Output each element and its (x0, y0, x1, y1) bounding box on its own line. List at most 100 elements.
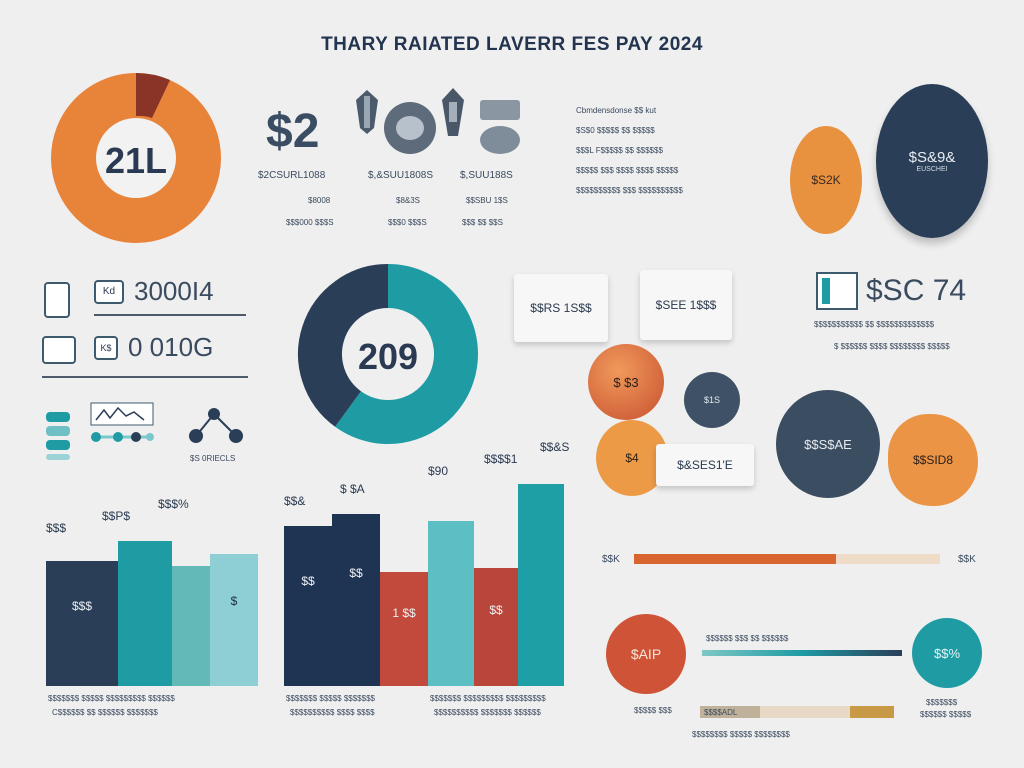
progress2-foot: $$$$$$$$ $$$$$ $$$$$$$$ (692, 730, 790, 739)
bar-group-2-top-label-1: $$& (284, 494, 306, 508)
orange-blob-label: $$SID8 (912, 453, 954, 467)
document-icon (816, 272, 858, 310)
donut-chart-orange (51, 72, 221, 243)
note-4: $$$$$ $$$ $$$$ $$$$ $$$$$ (576, 166, 679, 175)
bar-group-3-top-label-3: $$&S (540, 440, 570, 454)
dark-circle: $$S$AE (776, 390, 880, 498)
note-3: $$$L F$$$$$ $$ $$$$$$ (576, 146, 663, 155)
coin-stack-icon (384, 102, 436, 154)
sphere-card: $&SES1'E (656, 444, 754, 486)
phone-icon (44, 282, 70, 318)
dark-circle-label: $$S$AE (804, 436, 852, 452)
money-sub-3: $$SBU 1$S (466, 196, 508, 205)
bar-group-1-top-label-1: $$$ (46, 521, 67, 535)
bar-g1-2 (118, 541, 172, 686)
orange-blob: $$SID8 (888, 414, 978, 506)
progress1-fill (634, 554, 836, 564)
stat-row-1: 3000I4 (134, 276, 214, 306)
right-stat-line-1: $$$$$$$$$$$ $$ $$$$$$$$$$$$$ (814, 320, 935, 329)
sparkline-card (90, 402, 154, 426)
bar-g2-2 (332, 514, 380, 686)
bar-g2-3 (380, 572, 428, 686)
progress2-right-sub-1: $$$$$$$ (926, 698, 958, 707)
stat-divider-2 (42, 376, 248, 378)
dollar-pin-icon (442, 88, 464, 136)
sphere-slate-label: $1S (703, 395, 720, 405)
bar-g1-1-label: $$$ (71, 598, 93, 613)
money-caption-1: $2CSURL1088 (258, 170, 326, 181)
bar-g3-2 (474, 568, 518, 686)
money-caption-2: $,&SUU1808S (368, 170, 434, 181)
bar-g3-1 (428, 521, 474, 686)
orange-oval-label: $S2K (811, 173, 841, 187)
bar-group-2-caption-2: $$$$$$$$$$ $$$$ $$$$ (290, 708, 375, 717)
bar-group-2-caption-1: $$$$$$$ $$$$$ $$$$$$$ (286, 694, 375, 703)
progress2-right-sub-2: $$$$$$ $$$$$ (920, 710, 972, 719)
progress2-top-label: $$$$$$ $$$ $$ $$$$$$ (706, 634, 789, 643)
money-detail-3: $$$ $$ $$S (462, 218, 503, 227)
sphere-orange-red: $ $3 (588, 344, 664, 420)
stat-divider-1 (94, 314, 246, 316)
money-detail-2: $$$0 $$$S (388, 218, 427, 227)
donut-hole (96, 118, 176, 198)
bar-g1-4 (210, 554, 258, 686)
bar-group-1-caption-2: C$$$$$$ $$ $$$$$$ $$$$$$$ (52, 708, 158, 717)
label-box-1: Kd (94, 280, 124, 304)
donut-chart-teal (298, 264, 478, 444)
money-stack-icon (480, 100, 520, 154)
note-5: $$$$$$$$$$ $$$ $$$$$$$$$$ (576, 186, 683, 195)
folder-card-2-label: $SEE 1$$$ (655, 298, 717, 312)
bar-g2-1 (284, 526, 332, 686)
bar-g1-4-label: $ (230, 593, 238, 608)
progress1-track (634, 554, 940, 564)
money-caption-3: $,SUU188S (460, 170, 513, 181)
right-stat-value: $SC 74 (866, 274, 967, 307)
orange-oval: $S2K (790, 126, 862, 234)
bar-group-3-top-label-1: $90 (428, 464, 449, 478)
progress-dots-icon (91, 432, 154, 442)
stat-row-2: 0 010G (128, 332, 214, 362)
wallet-icon (42, 336, 76, 364)
progress2-bar-2-fill (700, 706, 760, 718)
donut2-segment-2 (298, 264, 389, 427)
navy-oval-sub: EUSCHEI (916, 166, 948, 173)
sphere-card-label: $&SES1'E (677, 458, 733, 472)
bar-g2-1-label: $$ (301, 574, 315, 588)
sphere-orange-red-label: $ $3 (613, 374, 639, 390)
progress2-left-circle-label: $AIP (630, 646, 662, 662)
donut-center-label: 21L (104, 140, 168, 181)
bar-chart: $$$ $ $$$ $$P$ $$$% $$$$$$$ $$$$$ $$$$$$$$$ $… (0, 440, 600, 750)
navy-oval: $S&9& EUSCHEI (876, 84, 988, 238)
page-title: THARY RAIATED LAVERR FES PAY 2024 (321, 34, 703, 55)
bar-group-1-top-label-3: $$$% (158, 497, 189, 511)
sphere-slate: $1S (684, 372, 740, 428)
progress2-bar-2 (700, 706, 894, 718)
money-sub-1: $8008 (308, 196, 331, 205)
progress2-bar-label: $$$$ADL (704, 708, 738, 717)
progress2-left-circle: $AIP (606, 614, 686, 694)
money-sub-2: $8&3S (396, 196, 421, 205)
network-label: $S 0RIECLS (190, 454, 236, 463)
bar-group-3-caption-2: $$$$$$$$$$ $$$$$$$ $$$$$$ (434, 708, 541, 717)
folder-card-1: $$RS 1S$$ (514, 274, 608, 342)
money-big-figure: $2 (266, 105, 320, 158)
progress2-left-label: $$$$$ $$$ (634, 706, 672, 715)
bar-group-1-caption-1: $$$$$$$ $$$$$ $$$$$$$$$ $$$$$$ (48, 694, 175, 703)
navy-oval-label: $S&9& (908, 149, 956, 166)
folder-card-1-label: $$RS 1S$$ (530, 301, 592, 315)
folder-card-2: $SEE 1$$$ (640, 270, 732, 340)
progress2-right-circle: $$% (912, 618, 982, 688)
right-stat-line-2: $ $$$$$$ $$$$ $$$$$$$$ $$$$$ (834, 342, 950, 351)
bar-g3-3 (518, 484, 564, 686)
bar-group-3-caption-1: $$$$$$$ $$$$$$$$$ $$$$$$$$$ (430, 694, 546, 703)
bar-group-1-top-label-2: $$P$ (102, 509, 131, 523)
progress2-right-circle-label: $$% (933, 645, 961, 661)
label-box-2-text: K$ (100, 343, 112, 353)
progress2-track (702, 650, 902, 656)
sphere-orange-label: $4 (625, 451, 639, 465)
bar-group-2-top-label-2: $ $A (340, 482, 365, 496)
label-box-2: K$ (94, 336, 118, 360)
bar-g3-2-label: $$ (489, 603, 503, 618)
bar-g2-2-label: $$ (349, 565, 363, 580)
bar-g1-1 (46, 561, 118, 686)
